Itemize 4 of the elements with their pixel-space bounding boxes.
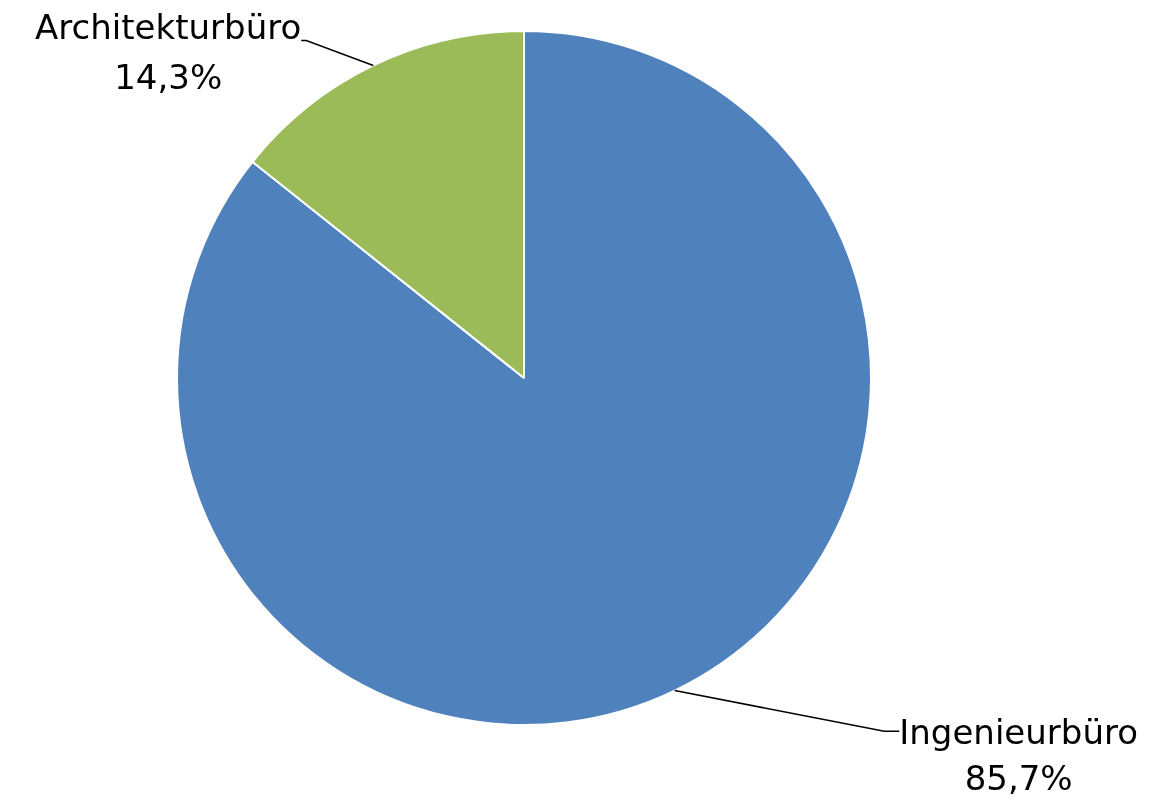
data-label: 14,3% xyxy=(114,57,223,98)
slice-label: Architekturbüro xyxy=(35,7,302,48)
data-label: 85,7% xyxy=(964,758,1073,799)
slice-label: Ingenieurbüro xyxy=(899,712,1138,753)
